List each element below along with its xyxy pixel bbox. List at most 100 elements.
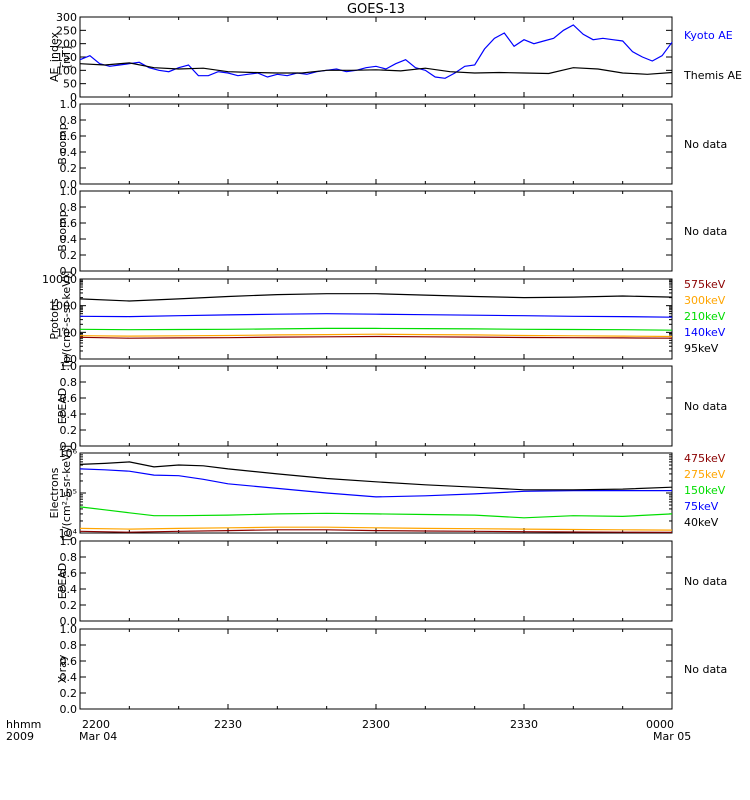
y-tick-label: 0.8 bbox=[60, 114, 78, 127]
y-tick-label: 0.6 bbox=[60, 130, 78, 143]
legend-entry: 210keV bbox=[684, 310, 726, 323]
y-tick-label: 0.6 bbox=[60, 655, 78, 668]
y-tick-label: 0.6 bbox=[60, 392, 78, 405]
time-axis-label: hhmm bbox=[6, 718, 41, 731]
y-tick-label: 300 bbox=[56, 11, 77, 24]
series-line-themis-ae bbox=[79, 62, 673, 75]
y-tick-label: 0.4 bbox=[60, 233, 78, 246]
y-tick-label: 100 bbox=[56, 64, 77, 77]
y-axis-label: [e/(cm²-s-sr-keV)] bbox=[60, 445, 73, 541]
legend-entry: Themis AE bbox=[683, 69, 742, 82]
y-axis-label: EPEAD bbox=[56, 563, 69, 600]
y-tick-label: 0.8 bbox=[60, 551, 78, 564]
y-tick-label: 10 bbox=[63, 353, 77, 366]
y-tick-label: 50 bbox=[63, 78, 77, 91]
legend-entry: 475keV bbox=[684, 452, 726, 465]
panel-7: 0.0 0.2 0.4 0.6 0.8 1.0 EPEAD No data bbox=[56, 535, 727, 628]
y-tick-label: 0.4 bbox=[60, 583, 78, 596]
y-tick-label: 0.0 bbox=[60, 703, 78, 716]
series-line-95kev bbox=[79, 293, 673, 302]
x-tick-label: 2230 bbox=[214, 718, 242, 731]
legend-entry: 40keV bbox=[684, 516, 719, 529]
panel-8: 0.0 0.2 0.4 0.6 0.8 1.0 X-ray No data bbox=[56, 623, 727, 716]
legend-entry: 575keV bbox=[684, 278, 726, 291]
panel-frame bbox=[79, 540, 673, 622]
time-axis-end-date: Mar 05 bbox=[653, 730, 691, 743]
panel-2: 0.0 0.2 0.4 0.6 0.8 1.0 B comp No data bbox=[56, 98, 727, 191]
no-data-note: No data bbox=[684, 225, 727, 238]
y-axis-label: Electrons bbox=[48, 467, 61, 518]
series-line-75kev bbox=[79, 468, 672, 498]
series-line-140kev bbox=[79, 313, 673, 318]
y-axis-label: EPEAD bbox=[56, 388, 69, 425]
y-tick-label: 0.4 bbox=[60, 408, 78, 421]
series-line-475kev bbox=[79, 529, 673, 533]
y-axis-label: [nT] bbox=[60, 46, 73, 68]
series-line-275kev bbox=[79, 526, 673, 531]
y-tick-label: 0.0 bbox=[60, 615, 78, 628]
y-axis-label: B comp bbox=[56, 210, 69, 252]
legend-entry: 300keV bbox=[684, 294, 726, 307]
x-tick-label: 0000 bbox=[646, 718, 674, 731]
y-tick-label: 0.6 bbox=[60, 567, 78, 580]
y-tick-label: 200 bbox=[56, 38, 77, 51]
series-line-210kev bbox=[79, 327, 673, 331]
y-tick-label: 10⁶ bbox=[59, 447, 78, 460]
y-tick-label: 0.4 bbox=[60, 146, 78, 159]
panel-frame bbox=[79, 103, 673, 185]
legend-entry: 275keV bbox=[684, 468, 726, 481]
time-axis: hhmm 2009 Mar 04 Mar 05 2200 2230 2300 2330… bbox=[6, 718, 691, 743]
figure-title: GOES-13 bbox=[347, 2, 405, 17]
y-tick-label: 1000 bbox=[49, 300, 77, 313]
y-tick-label: 0.0 bbox=[60, 265, 78, 278]
y-tick-label: 10⁴ bbox=[59, 527, 78, 540]
y-axis-label: B comp bbox=[56, 123, 69, 165]
time-axis-year: 2009 bbox=[6, 730, 34, 743]
y-tick-label: 250 bbox=[56, 24, 77, 37]
time-axis-start-date: Mar 04 bbox=[79, 730, 117, 743]
y-tick-label: 150 bbox=[56, 51, 77, 64]
legend-entry: 150keV bbox=[684, 484, 726, 497]
y-tick-label: 0.2 bbox=[60, 424, 78, 437]
x-tick-label: 2330 bbox=[510, 718, 538, 731]
legend-entry: 75keV bbox=[684, 500, 719, 513]
series-line-575kev bbox=[79, 335, 673, 339]
panel-frame bbox=[79, 365, 673, 447]
no-data-note: No data bbox=[684, 400, 727, 413]
legend-entry: 140keV bbox=[684, 326, 726, 339]
y-tick-label: 10⁵ bbox=[59, 487, 77, 500]
y-tick-label: 0.2 bbox=[60, 249, 78, 262]
y-tick-label: 0.6 bbox=[60, 217, 78, 230]
series-line-40kev bbox=[79, 461, 673, 491]
panel-6: 10⁴ 10⁵ 10⁶ Electrons [e/(cm²-s-sr-keV)] 475k… bbox=[48, 445, 726, 541]
y-tick-label: 1.0 bbox=[60, 98, 78, 111]
y-axis-label: [p/(cm²-s-sr-keV)] bbox=[60, 271, 73, 368]
legend-entry: 95keV bbox=[684, 342, 719, 355]
y-tick-label: 0.4 bbox=[60, 671, 78, 684]
panel-4: 10 100 1000 10000 Protons [p/(cm²-s-sr-keV)] 5… bbox=[42, 271, 726, 368]
y-tick-label: 0.8 bbox=[60, 376, 78, 389]
y-tick-label: 0.2 bbox=[60, 162, 78, 175]
y-axis-label: X-ray bbox=[56, 654, 69, 683]
y-tick-label: 0.0 bbox=[60, 440, 78, 453]
legend-entry: Kyoto AE bbox=[684, 29, 733, 42]
y-tick-label: 0.2 bbox=[60, 599, 78, 612]
series-line-kyoto-ae bbox=[79, 24, 673, 79]
y-tick-label: 10000 bbox=[42, 273, 77, 286]
y-axis-label: AE_index bbox=[48, 31, 61, 82]
x-tick-label: 2200 bbox=[82, 718, 110, 731]
y-tick-label: 1.0 bbox=[60, 360, 78, 373]
y-tick-label: 0.8 bbox=[60, 201, 78, 214]
panel-frame bbox=[79, 452, 673, 534]
panel-frame bbox=[79, 190, 673, 272]
y-tick-label: 100 bbox=[56, 326, 77, 339]
no-data-note: No data bbox=[684, 663, 727, 676]
y-axis-label: Protons bbox=[48, 298, 61, 339]
panel-frame bbox=[79, 278, 673, 360]
y-tick-label: 1.0 bbox=[60, 623, 78, 636]
panel-frame bbox=[79, 16, 673, 98]
y-tick-label: 0.8 bbox=[60, 639, 78, 652]
